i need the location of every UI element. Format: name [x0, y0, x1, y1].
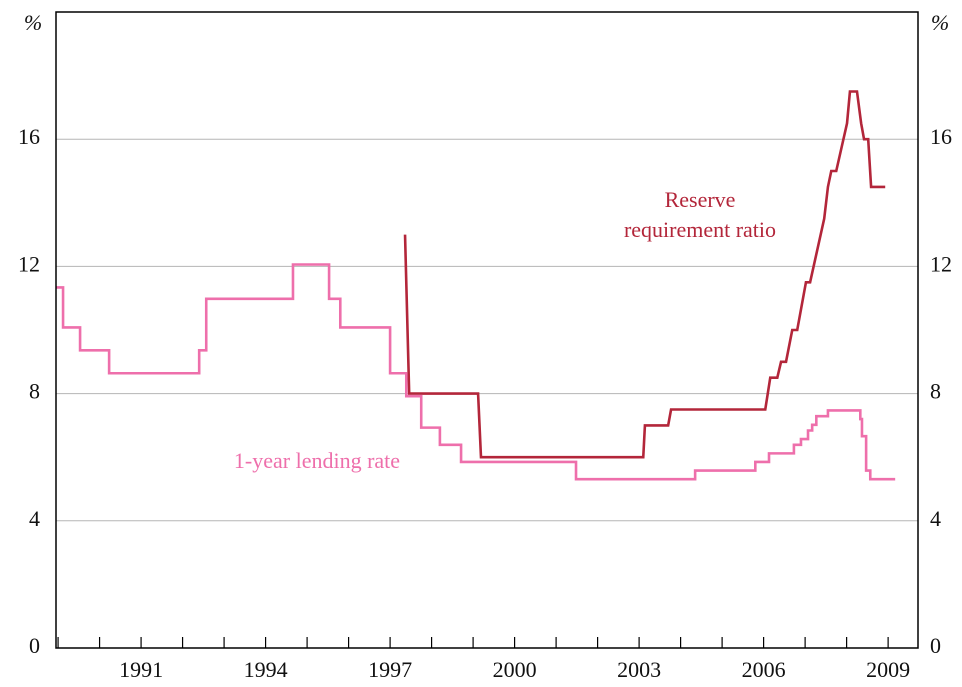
series-line: [403, 90, 886, 459]
y2-tick-label: 16: [930, 124, 952, 149]
y-tick-label: 16: [18, 124, 40, 149]
x-tick-label: 2000: [493, 657, 537, 682]
y-tick-label: 12: [18, 251, 40, 276]
y-tick-label: 0: [29, 633, 40, 658]
series-line: [56, 263, 896, 481]
x-tick-label: 2006: [742, 657, 786, 682]
y2-unit-label: %: [931, 10, 949, 35]
series-label: Reserve requirement ratio: [624, 187, 776, 242]
y2-tick-label: 4: [930, 506, 941, 531]
y-tick-label: 8: [29, 379, 40, 404]
x-tick-label: 1994: [244, 657, 288, 682]
x-tick-label: 2003: [617, 657, 661, 682]
y2-tick-label: 8: [930, 379, 941, 404]
y2-tick-label: 0: [930, 633, 941, 658]
x-tick-label: 1991: [119, 657, 163, 682]
x-tick-label: 2009: [866, 657, 910, 682]
plot-frame: [55, 11, 919, 649]
y-tick-label: 4: [29, 506, 40, 531]
x-tick-label: 1997: [368, 657, 412, 682]
series-label: 1-year lending rate: [234, 448, 400, 473]
y2-tick-label: 12: [930, 251, 952, 276]
y-unit-label: %: [24, 10, 42, 35]
